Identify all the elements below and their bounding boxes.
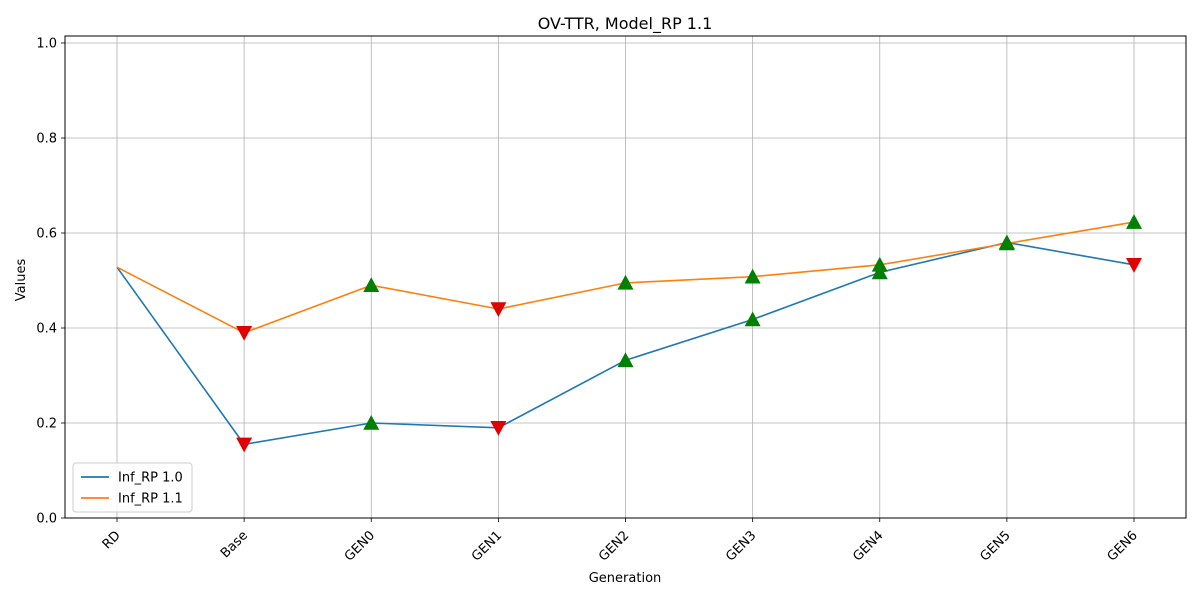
increase-marker [871, 264, 888, 280]
increase-marker [363, 415, 380, 430]
legend-box [72, 462, 193, 513]
decrease-marker [490, 302, 507, 317]
y-tick-label: 0.2 [36, 417, 57, 432]
decrease-marker [236, 325, 253, 341]
increase-marker [744, 268, 761, 284]
increase-marker [744, 311, 761, 327]
x-tick-label: GEN3 [723, 528, 759, 564]
y-tick-label: 0.6 [36, 227, 57, 242]
decrease-marker [236, 437, 253, 453]
data-markers [236, 214, 1142, 453]
legend: Inf_RP 1.0 Inf_RP 1.1 [72, 462, 193, 513]
y-tick-label: 0.8 [36, 132, 57, 147]
increase-marker [617, 352, 634, 368]
x-tick-label: GEN4 [850, 528, 886, 564]
increase-marker [1126, 214, 1142, 229]
increase-marker [998, 235, 1015, 251]
increase-marker [363, 277, 380, 293]
x-tick-label: Base [218, 528, 251, 561]
x-tick-label: RD [100, 528, 124, 552]
increase-marker [871, 256, 888, 272]
y-tick-label: 0.0 [36, 512, 57, 527]
x-tick-label: GEN0 [342, 528, 378, 564]
x-axis-ticks: RD Base GEN0 GEN1 GEN2 GEN3 GEN4 GEN5 GEN6 [100, 518, 1141, 564]
increase-marker [617, 274, 634, 290]
y-axis-label: Values [14, 259, 29, 302]
legend-label-2: Inf_RP 1.1 [118, 492, 183, 507]
legend-label-1: Inf_RP 1.0 [118, 471, 183, 486]
x-tick-label: GEN5 [977, 528, 1013, 564]
x-tick-label: GEN6 [1105, 528, 1141, 564]
y-tick-label: 1.0 [36, 37, 57, 52]
y-tick-label: 0.4 [36, 322, 57, 337]
decrease-marker [490, 420, 507, 436]
x-axis-label: Generation [589, 571, 662, 586]
decrease-marker [1126, 258, 1142, 273]
y-axis-ticks: 0.0 0.2 0.4 0.6 0.8 1.0 [36, 37, 65, 527]
x-tick-label: GEN2 [596, 528, 632, 564]
x-tick-label: GEN1 [469, 528, 505, 564]
chart-title: OV-TTR, Model_RP 1.1 [538, 14, 713, 34]
